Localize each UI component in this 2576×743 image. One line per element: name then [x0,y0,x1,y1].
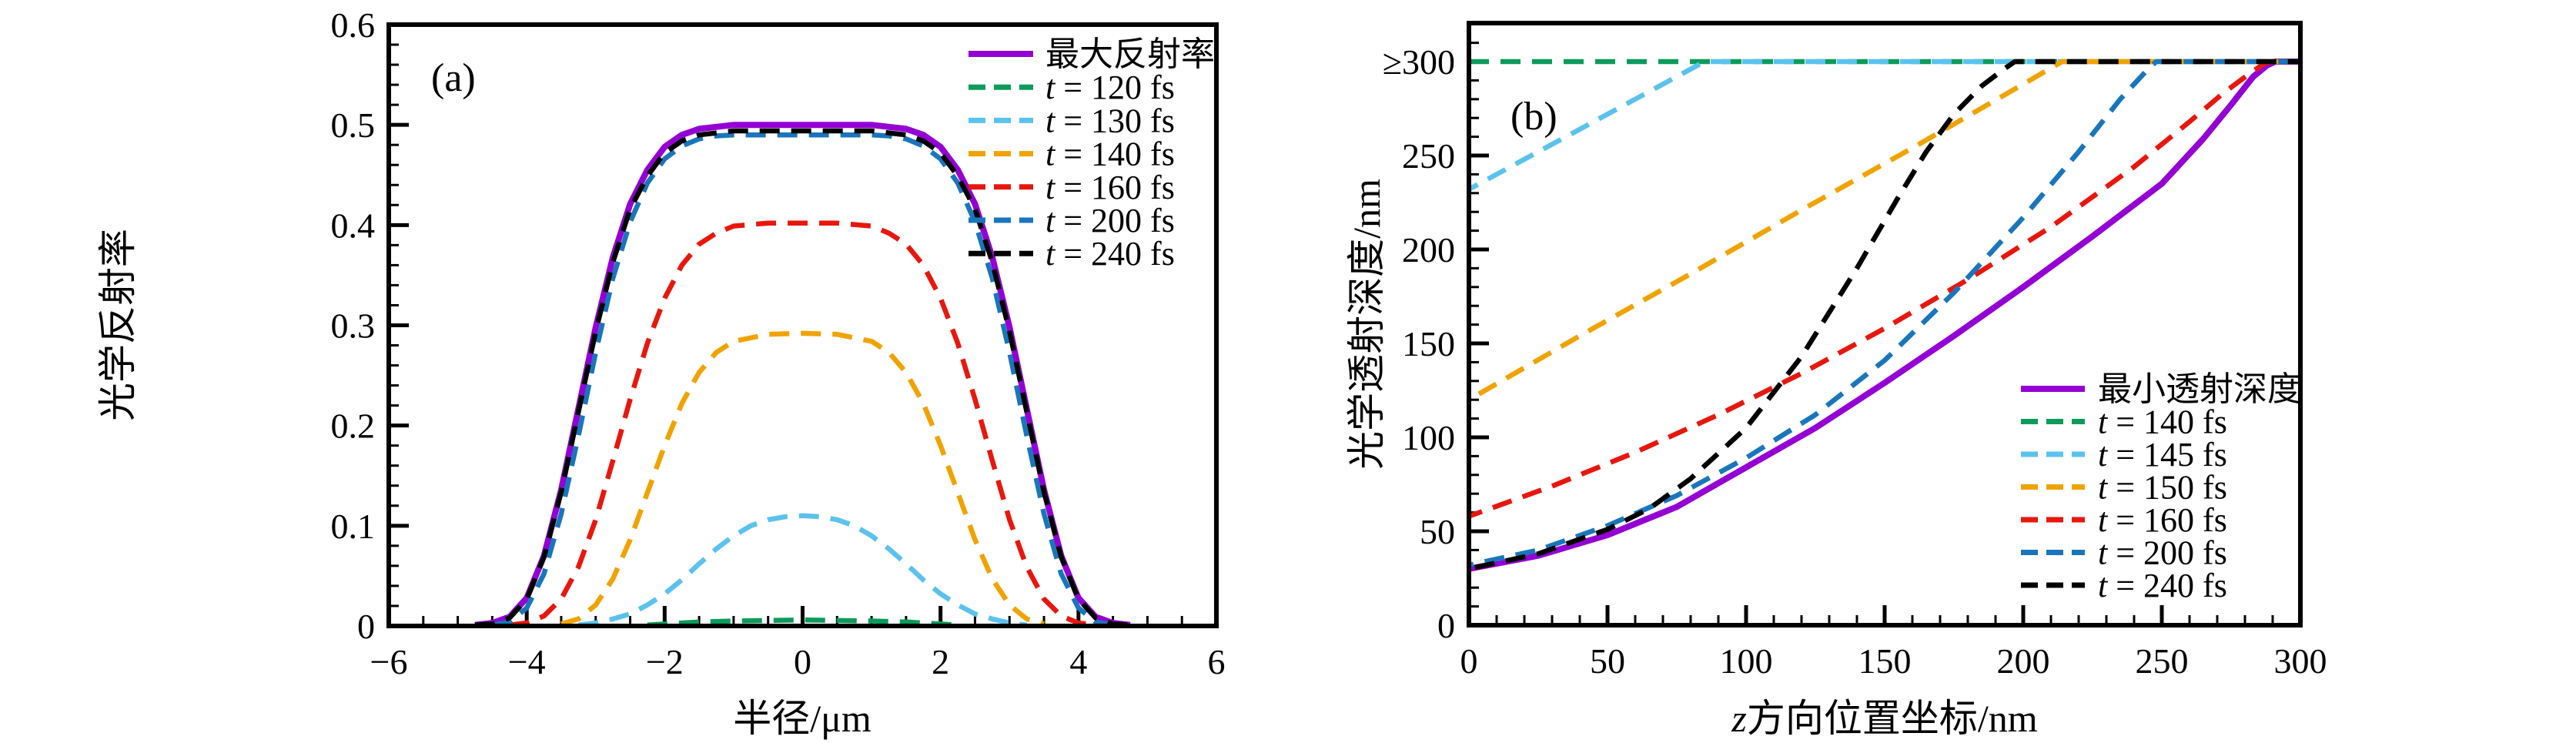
panel-b-y-tick-label: 0 [1437,606,1455,645]
panel-b-curve-t240 [1468,59,2300,571]
panel-b-y-tick-label: 250 [1402,136,1455,176]
legend-item-t160: t = 160 fs [969,169,1175,206]
panel-a-x-tick-label: 2 [932,642,949,681]
legend-label-max-reflectivity: 最大反射率 [1045,35,1215,73]
panel-a-x-tick-label: −4 [508,642,546,681]
legend-label-t160: t = 160 fs [2098,501,2227,539]
panel-a: −6 −4 −2 0 2 4 6 0 0.1 0.2 0.3 0.4 0.5 0.6 半径/μm 光学反射率 (… [96,5,1226,740]
panel-a-y-tick-label: 0.6 [331,5,376,45]
panel-b-curve-t145 [1467,59,2300,192]
panel-b-x-tick-label: 250 [2136,641,2189,681]
panel-b-y-tick-label: 50 [1420,512,1455,551]
panel-b-curve-t150 [1467,59,2300,403]
legend-label-t240: t = 240 fs [2098,567,2227,604]
panel-b: 0 50 100 150 200 250 300 0 50 100 150 200 250 ≥300 z方向… [1345,21,2327,740]
panel-b-x-tick-label: 200 [1997,641,2050,681]
legend-label-t140: t = 140 fs [2098,403,2227,441]
panel-b-curve-t160 [1467,59,2300,519]
legend-label-min-depth: 最小透射深度 [2098,370,2301,408]
panel-a-y-tick-label: 0.4 [331,206,376,245]
panel-a-y-tick-label: 0.2 [331,407,376,446]
panel-b-label: (b) [1510,95,1557,139]
legend-item-t150: t = 150 fs [2021,469,2227,507]
legend-label-t145: t = 145 fs [2098,436,2227,474]
panel-a-ylabel: 光学反射率 [96,229,139,421]
panel-a-x-tick-label: 6 [1208,642,1226,681]
legend-item-t140: t = 140 fs [969,136,1175,173]
legend-item-t160: t = 160 fs [2021,501,2227,539]
panel-a-y-tick-label: 0.5 [331,105,376,145]
panel-a-curve-t240 [474,128,1131,628]
panel-a-y-tick-label: 0 [357,607,375,646]
panel-a-curve-t140 [560,330,1045,627]
legend-item-t240: t = 240 fs [2021,567,2227,604]
panel-b-xlabel: z方向位置坐标/nm [1731,697,2037,740]
legend-item-t120: t = 120 fs [969,69,1175,106]
panel-a-x-tick-label: −6 [370,642,408,681]
panel-a-y-tick-label: 0.3 [331,306,376,346]
panel-a-curve-t160 [509,220,1096,628]
legend-item-t240: t = 240 fs [969,235,1175,273]
legend-label-t130: t = 130 fs [1045,102,1175,139]
panel-b-x-tick-label: 150 [1858,641,1912,681]
panel-a-curve-max-reflectivity [474,122,1131,628]
panel-a-label: (a) [431,56,476,100]
legend-label-t160: t = 160 fs [1045,169,1175,206]
legend-item-max-reflectivity: 最大反射率 [969,35,1215,73]
panel-b-y-tick-label: 100 [1402,418,1455,457]
panel-b-y-tick-label: ≥300 [1383,42,1455,82]
legend-item-t145: t = 145 fs [2021,436,2227,474]
panel-b-x-tick-label: 100 [1720,641,1773,681]
panel-b-frame [1467,21,2303,628]
legend-label-t150: t = 150 fs [2098,469,2227,507]
panel-b-ylabel: 光学透射深度/nm [1345,179,1388,470]
legend-label-t120: t = 120 fs [1045,69,1175,106]
panel-a-frame [386,22,1219,628]
legend-item-t200: t = 200 fs [969,202,1175,239]
panel-a-curve-t130 [578,513,1027,628]
panel-b-curve-min-depth [1468,59,2300,572]
panel-a-x-tick-label: −2 [646,642,684,681]
panel-a-curve-t200 [491,132,1114,628]
panel-b-y-tick-label: 150 [1402,324,1455,363]
legend-label-t240: t = 240 fs [1045,235,1175,273]
legend-item-t130: t = 130 fs [969,102,1175,139]
panel-b-y-tick-label: 200 [1402,230,1455,269]
panel-a-xlabel: 半径/μm [733,697,871,740]
panel-b-x-tick-label: 50 [1590,641,1625,681]
panel-b-curve-t200 [1468,59,2300,568]
legend-label-t140: t = 140 fs [1045,136,1175,173]
legend-label-t200: t = 200 fs [2098,534,2227,572]
panel-a-y-tick-label: 0.1 [331,507,376,546]
panel-a-x-tick-label: 4 [1069,642,1087,681]
legend-label-t200: t = 200 fs [1045,202,1175,239]
panel-b-x-tick-label: 300 [2274,641,2327,681]
legend-item-t140: t = 140 fs [2021,403,2227,441]
panel-b-x-tick-label: 0 [1460,641,1478,681]
legend-item-min-depth: 最小透射深度 [2021,370,2301,408]
legend-item-t200: t = 200 fs [2021,534,2227,572]
panel-a-x-tick-label: 0 [794,642,811,681]
